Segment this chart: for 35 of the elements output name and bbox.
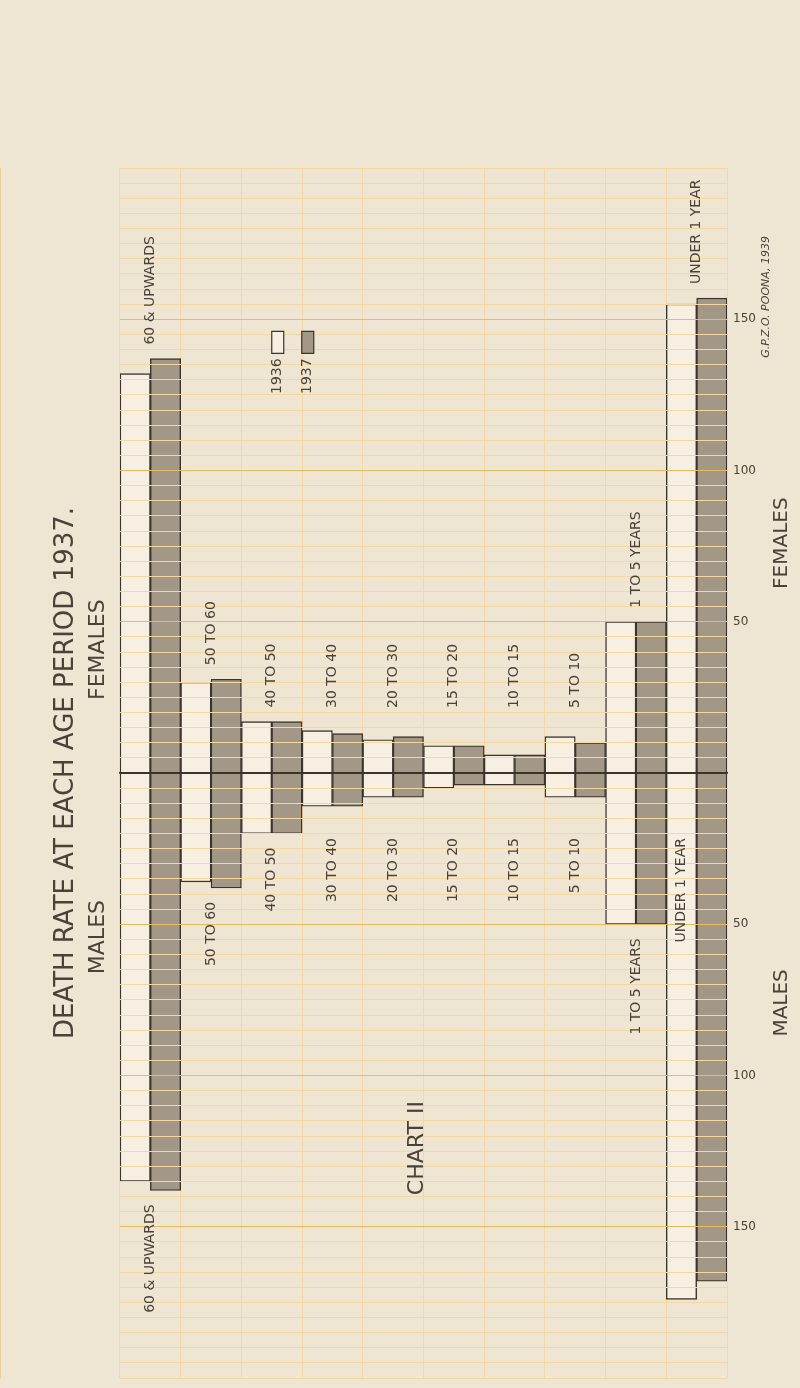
x-tick-label: 20 TO 30: [383, 643, 400, 708]
x-tick-label: 60 & UPWARDS: [140, 1204, 157, 1313]
y-axis-title: FEMALES: [768, 497, 793, 589]
x-tick-label: 50 TO 60: [201, 901, 218, 967]
y-tick-label: 150: [733, 1218, 756, 1233]
y-tick-label: 50: [733, 613, 749, 628]
x-tick-label: 1 TO 5 YEARS: [626, 511, 643, 608]
text: FEMALES: [83, 599, 109, 700]
x-tick-label: UNDER 1 YEAR: [687, 179, 704, 285]
x-tick-label: 40 TO 50: [262, 643, 279, 708]
x-tick-label: 1 TO 5 YEARS: [626, 938, 643, 1035]
y-axis-title: MALES: [768, 969, 793, 1037]
y-tick-label: 100: [733, 1067, 756, 1082]
text: MALES: [83, 900, 109, 975]
x-tick-label: 5 TO 10: [565, 837, 582, 894]
y-tick-label: 50: [733, 916, 749, 931]
x-tick-label: 15 TO 20: [444, 837, 461, 903]
y-tick-label: 100: [733, 462, 756, 477]
text: G.P.Z.O. POONA, 1939: [758, 235, 772, 358]
x-tick-label: 30 TO 40: [323, 837, 340, 903]
legend-label: 1936: [268, 358, 285, 394]
x-tick-label: 10 TO 15: [505, 643, 522, 708]
x-tick-label: 15 TO 20: [444, 643, 461, 708]
x-tick-label: 40 TO 50: [262, 847, 279, 912]
x-tick-label: 60 & UPWARDS: [140, 236, 157, 345]
x-tick-label: 10 TO 15: [505, 837, 522, 903]
x-tick-label: 50 TO 60: [201, 601, 218, 666]
x-tick-label: 5 TO 10: [565, 652, 582, 708]
x-tick-label: UNDER 1 YEAR: [672, 837, 689, 943]
text: DEATH RATE AT EACH AGE PERIOD 1937.: [49, 506, 79, 1040]
x-tick-label: 20 TO 30: [383, 837, 400, 903]
legend-label: 1937: [298, 358, 315, 394]
x-tick-label: 30 TO 40: [323, 643, 340, 708]
y-tick-label: 150: [733, 311, 756, 326]
annotation: CHART II: [403, 1101, 429, 1196]
